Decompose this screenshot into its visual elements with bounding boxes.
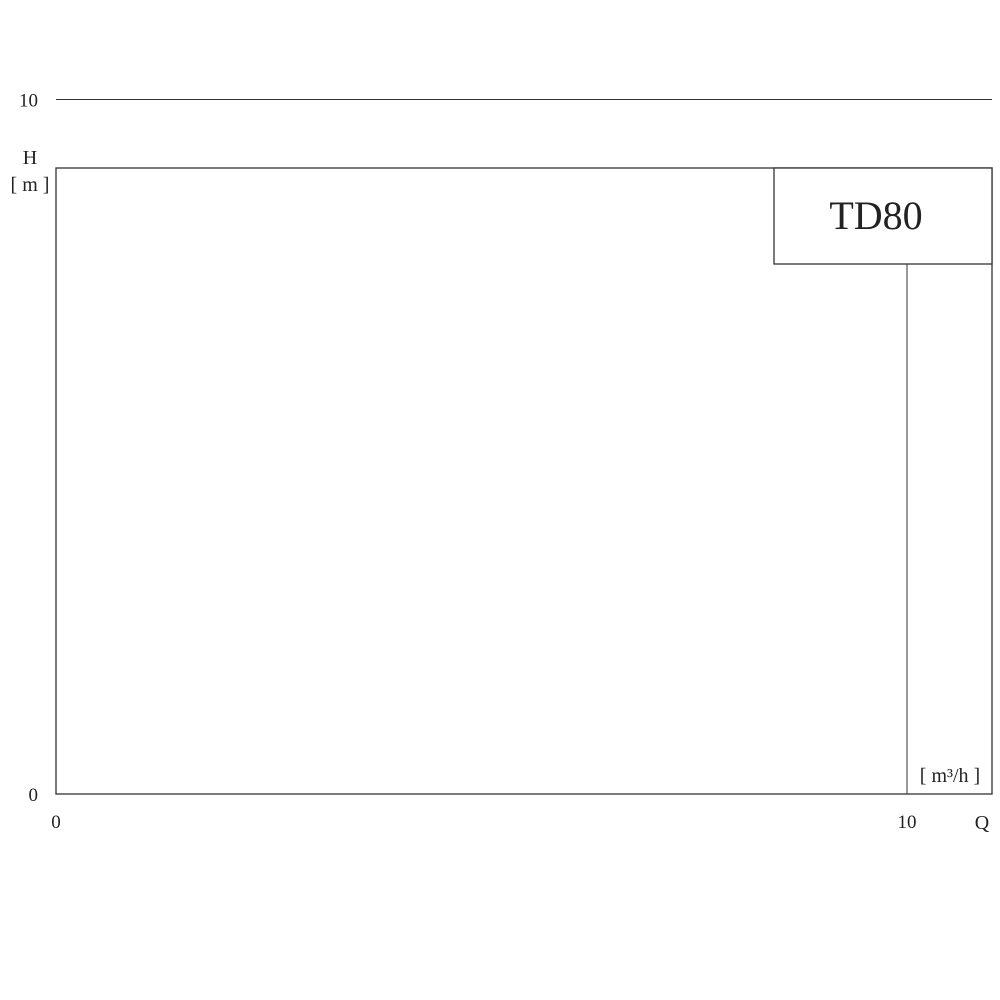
- x-tick-label: 0: [51, 812, 61, 833]
- y-axis-unit: [ m ]: [11, 174, 50, 196]
- grid: [55, 99, 993, 795]
- x-tick-label: 10: [898, 812, 917, 833]
- y-tick-label: 10: [19, 91, 38, 112]
- title-box: TD80: [773, 167, 993, 265]
- series-layer: -67/2-54/2-47/2-38/2-30/2-28/2-22/2-18/2…: [56, 0, 1000, 37]
- y-tick-label: 0: [29, 785, 39, 806]
- chart-title: TD80: [829, 193, 922, 238]
- x-axis-unit: [ m³/h ]: [920, 765, 980, 787]
- title-frame: [773, 167, 993, 265]
- y-axis-label: H: [23, 147, 37, 169]
- series-line: [907, 0, 1000, 37]
- plot-frame: [55, 167, 993, 795]
- tick-labels: 010203040506070809010001020304050607080: [19, 91, 917, 834]
- x-axis-label: Q: [975, 812, 990, 834]
